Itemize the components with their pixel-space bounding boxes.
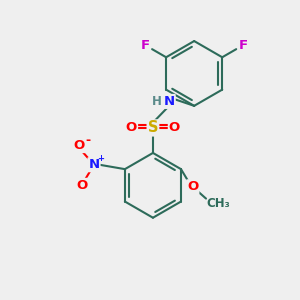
Text: S: S	[148, 120, 158, 135]
Text: F: F	[239, 38, 248, 52]
Text: O: O	[74, 139, 85, 152]
Text: N: N	[164, 95, 175, 108]
Text: N: N	[88, 158, 100, 171]
Text: O: O	[126, 122, 137, 134]
Text: -: -	[85, 134, 91, 147]
Text: +: +	[97, 154, 104, 163]
Text: H: H	[152, 95, 162, 108]
Text: O: O	[76, 179, 88, 192]
Text: F: F	[140, 38, 149, 52]
Text: CH₃: CH₃	[206, 197, 230, 210]
Text: O: O	[169, 122, 180, 134]
Text: O: O	[187, 180, 198, 193]
